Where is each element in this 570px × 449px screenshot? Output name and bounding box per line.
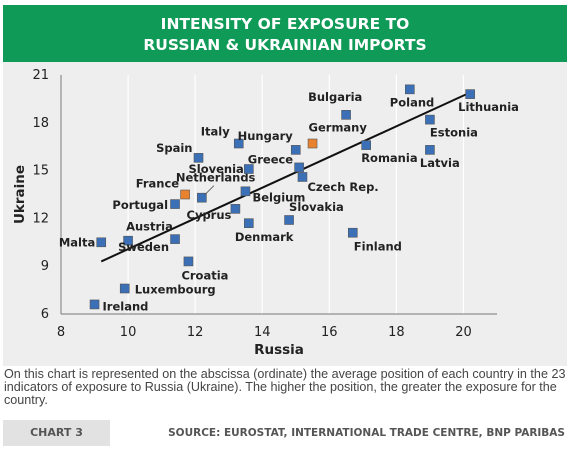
label-leader-netherlands xyxy=(204,185,215,195)
data-point-spain xyxy=(193,153,204,163)
point-label-latvia: Latvia xyxy=(420,156,460,170)
data-point-poland xyxy=(404,84,415,95)
source-text: SOURCE: EUROSTAT, INTERNATIONAL TRADE CE… xyxy=(168,427,565,439)
data-point-greece xyxy=(294,162,304,173)
y-tick-label: 12 xyxy=(32,211,49,226)
point-label-netherlands: Netherlands xyxy=(176,171,256,185)
data-point-germany xyxy=(307,138,318,149)
chart-area: 8 10 12 14 16 18 20 6 9 12 15 18 21 Russia Ukraine Malt… xyxy=(3,62,567,366)
data-point-italy xyxy=(233,138,244,149)
point-label-ireland: Ireland xyxy=(103,299,149,313)
chart-footer: CHART 3 SOURCE: EUROSTAT, INTERNATIONAL … xyxy=(3,420,567,446)
point-label-croatia: Croatia xyxy=(181,268,228,282)
point-label-romania: Romania xyxy=(361,151,417,165)
y-tick-label: 15 xyxy=(32,164,49,179)
point-label-belgium: Belgium xyxy=(252,190,305,204)
point-label-slovakia: Slovakia xyxy=(289,200,344,214)
point-label-luxembourg: Luxembourg xyxy=(135,283,216,297)
data-point-belgium xyxy=(240,186,251,197)
data-point-finland xyxy=(347,227,358,238)
x-tick-label: 18 xyxy=(388,325,405,340)
data-point-malta xyxy=(96,237,107,248)
data-point-romania xyxy=(361,140,372,150)
chart-note: On this chart is represented on the absc… xyxy=(4,367,566,407)
data-point-france xyxy=(180,189,190,200)
data-point-bulgaria xyxy=(341,110,351,120)
data-point-ireland xyxy=(89,299,100,310)
point-label-spain: Spain xyxy=(156,141,192,155)
data-point-czech-rep xyxy=(297,172,308,182)
point-label-hungary: Hungary xyxy=(238,129,294,143)
data-point-austria xyxy=(123,235,133,246)
data-point-slovakia xyxy=(284,215,294,225)
point-label-czech-rep: Czech Rep. xyxy=(307,180,378,194)
y-tick-label: 6 xyxy=(41,307,49,322)
chart-title-line2: RUSSIAN & UKRAINIAN IMPORTS xyxy=(143,36,427,54)
point-label-italy: Italy xyxy=(201,125,230,139)
chart-number-badge: CHART 3 xyxy=(3,420,110,446)
point-label-estonia: Estonia xyxy=(430,126,478,140)
x-tick-label: 12 xyxy=(187,325,204,340)
point-label-germany: Germany xyxy=(309,121,368,135)
y-tick-label: 18 xyxy=(32,116,49,131)
chart-title-line1: INTENSITY OF EXPOSURE TO xyxy=(160,15,410,33)
x-tick-label: 20 xyxy=(455,325,472,340)
chart-header: INTENSITY OF EXPOSURE TO RUSSIAN & UKRAI… xyxy=(3,5,567,62)
x-tick-label: 10 xyxy=(120,325,137,340)
point-label-cyprus: Cyprus xyxy=(187,208,232,222)
data-point-sweden xyxy=(170,234,180,244)
x-axis-title: Russia xyxy=(254,342,304,358)
x-tick-label: 16 xyxy=(321,325,338,340)
point-label-poland: Poland xyxy=(390,95,434,109)
data-point-denmark xyxy=(244,218,254,228)
point-label-sweden: Sweden xyxy=(118,240,169,254)
data-point-latvia xyxy=(425,145,435,155)
point-label-greece: Greece xyxy=(248,152,294,166)
y-tick-label: 9 xyxy=(41,259,49,274)
point-label-slovenia: Slovenia xyxy=(189,162,244,176)
point-label-finland: Finland xyxy=(354,240,402,254)
point-label-france: France xyxy=(136,177,180,191)
point-label-bulgaria: Bulgaria xyxy=(308,90,362,104)
point-label-malta: Malta xyxy=(59,235,95,249)
data-point-croatia xyxy=(183,256,194,267)
data-point-cyprus xyxy=(230,204,241,214)
data-point-slovenia xyxy=(244,164,254,174)
data-point-estonia xyxy=(425,114,435,125)
scatter-plot: 8 10 12 14 16 18 20 6 9 12 15 18 21 Russia Ukraine Malt… xyxy=(12,68,519,358)
point-label-denmark: Denmark xyxy=(235,230,294,244)
data-point-lithuania xyxy=(465,89,475,99)
x-tick-label: 14 xyxy=(254,325,271,340)
data-point-netherlands xyxy=(197,192,207,203)
data-point-portugal xyxy=(170,199,180,209)
trend-line xyxy=(100,91,471,263)
point-label-austria: Austria xyxy=(126,220,173,234)
y-axis-title: Ukraine xyxy=(12,165,28,224)
point-label-portugal: Portugal xyxy=(112,198,168,212)
y-tick-label: 21 xyxy=(32,68,49,83)
data-point-luxembourg xyxy=(119,283,130,294)
x-tick-label: 8 xyxy=(57,325,65,340)
point-label-lithuania: Lithuania xyxy=(458,100,519,114)
data-point-hungary xyxy=(290,145,301,155)
